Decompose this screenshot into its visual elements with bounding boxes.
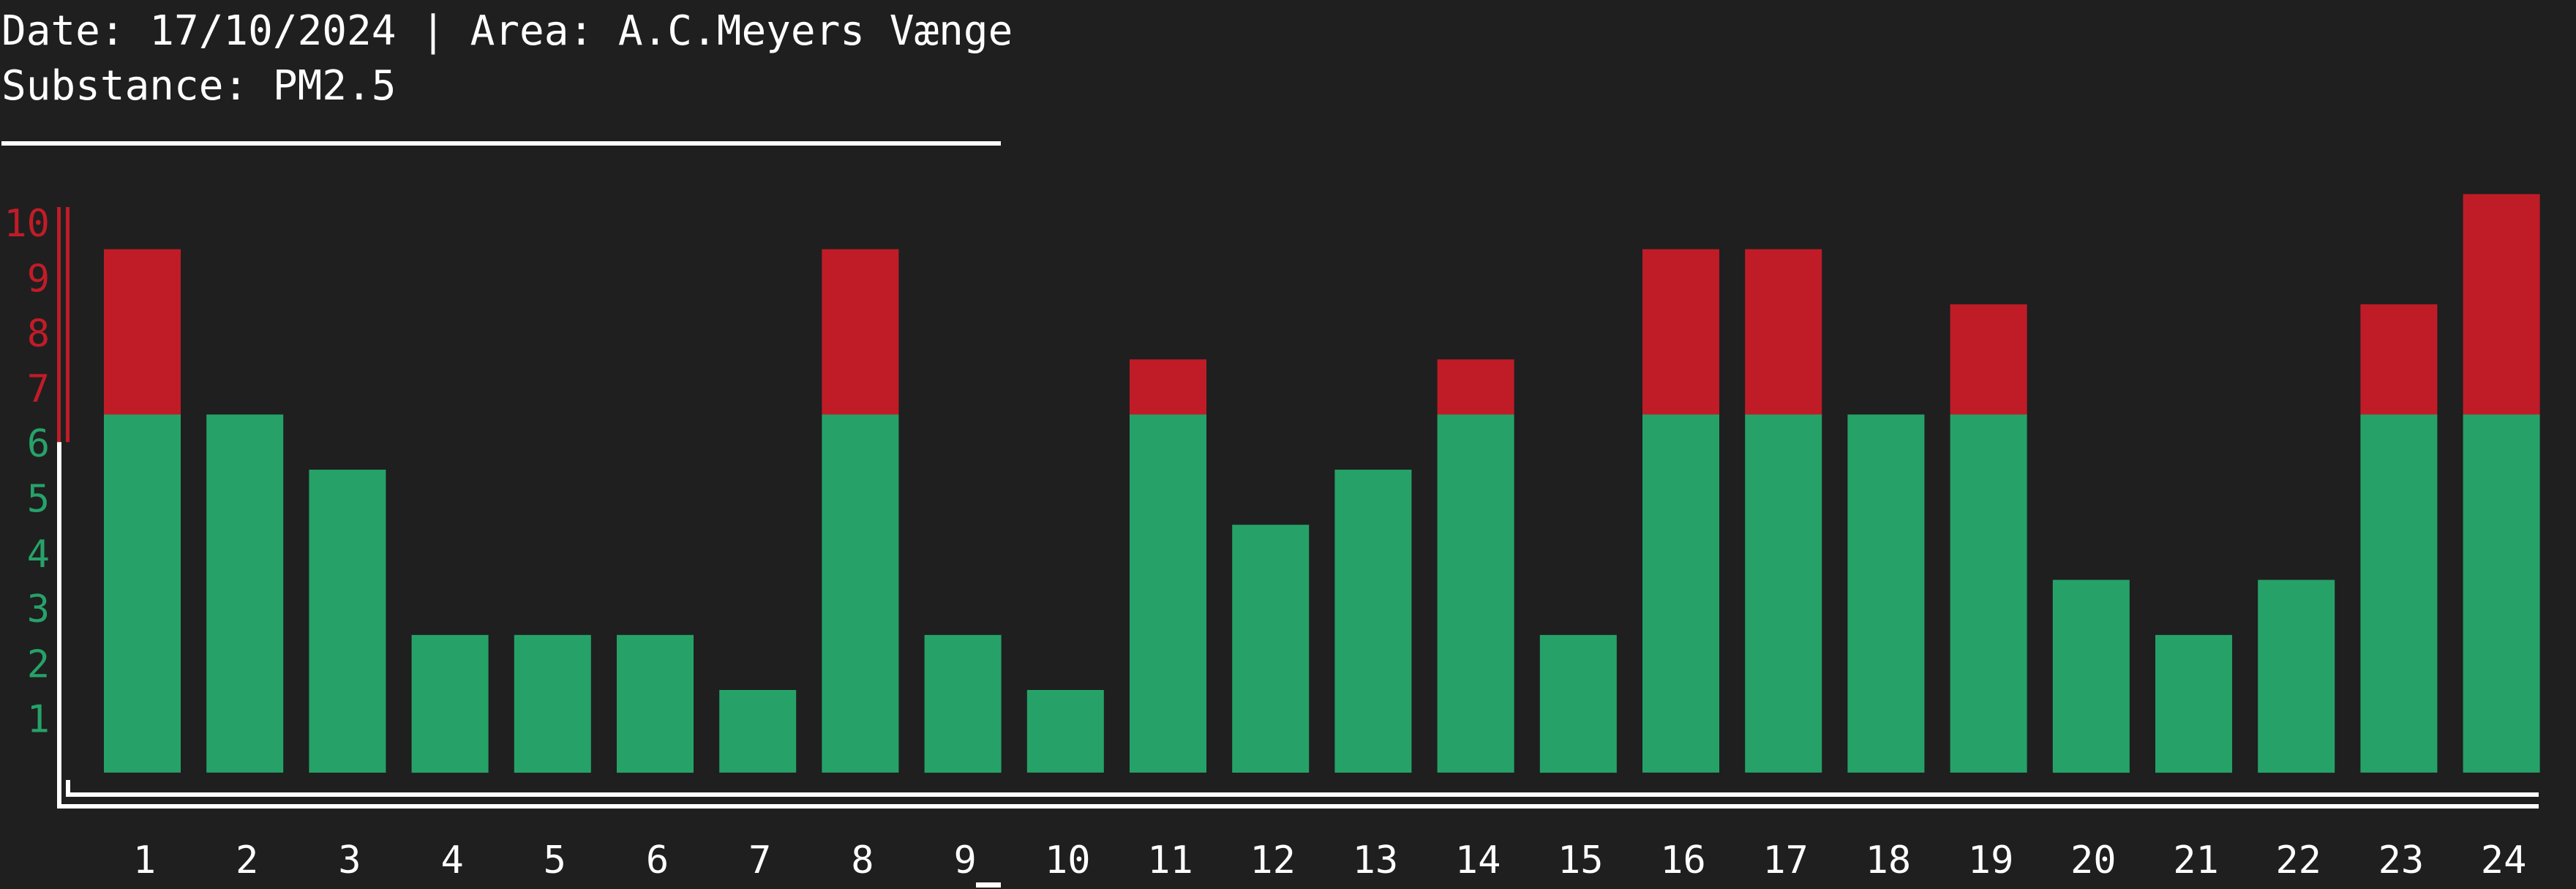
bar-exceed-segment: [1950, 304, 2027, 415]
bar-safe-segment: [1642, 414, 1719, 773]
bar-safe-segment: [1232, 525, 1310, 773]
bar-exceed-segment: [1745, 249, 1822, 415]
substance-line: Substance: PM2.5: [1, 62, 397, 110]
x-tick-label: 14: [1455, 839, 1501, 882]
x-tick-label: 16: [1660, 839, 1706, 882]
x-tick-label: 7: [748, 839, 771, 882]
bar-safe-segment: [719, 690, 797, 773]
x-tick-label: 20: [2070, 839, 2117, 882]
y-tick-label: 5: [27, 478, 50, 522]
bar-safe-segment: [104, 414, 181, 773]
bar-safe-segment: [2360, 414, 2438, 773]
date-area-line: Date: 17/10/2024 | Area: A.C.Meyers Væng…: [1, 7, 1013, 55]
y-tick-labels: 1 2 3 4 5 6 7 8 9 10: [4, 202, 50, 742]
bar-safe-segment: [822, 414, 899, 773]
bar-safe-segment: [1539, 634, 1617, 773]
x-tick-label: 22: [2275, 839, 2321, 882]
y-tick-label: 2: [27, 642, 50, 686]
x-tick-label: 4: [440, 839, 463, 882]
x-tick-label: 24: [2481, 839, 2527, 882]
bar-safe-segment: [206, 414, 284, 773]
y-tick-label: 3: [27, 588, 50, 631]
bar-safe-segment: [1334, 469, 1412, 773]
x-tick-label: 23: [2378, 839, 2425, 882]
x-tick-label: 8: [851, 839, 874, 882]
bar-safe-segment: [1026, 690, 1104, 773]
bar-safe-segment: [514, 634, 591, 773]
x-tick-label: 21: [2173, 839, 2219, 882]
y-axis-exceed-segment: [57, 207, 61, 443]
bar-safe-segment: [1130, 414, 1206, 773]
x-tick-label: 1: [133, 839, 156, 882]
bar-safe-segment: [1847, 414, 1925, 773]
y-tick-label: 10: [4, 202, 50, 246]
x-tick-label: 5: [544, 839, 566, 882]
bar-safe-segment: [309, 469, 386, 773]
bar-exceed-segment: [822, 249, 899, 415]
x-tick-label: 12: [1250, 839, 1296, 882]
bar-exceed-segment: [1130, 359, 1206, 415]
hour-cursor: [976, 882, 1001, 888]
bar-safe-segment: [1950, 414, 2027, 773]
bar-safe-segment: [2155, 634, 2232, 773]
bar-exceed-segment: [1437, 359, 1514, 415]
y-tick-label: 7: [27, 367, 50, 411]
x-tick-label: 13: [1353, 839, 1399, 882]
bar-exceed-segment: [1642, 249, 1719, 415]
bar-safe-segment: [924, 634, 1002, 773]
x-tick-label: 11: [1147, 839, 1193, 882]
y-tick-label: 6: [27, 422, 50, 466]
bar-safe-segment: [1745, 414, 1822, 773]
x-tick-label: 3: [338, 839, 361, 882]
x-tick-label: 17: [1762, 839, 1809, 882]
bar-exceed-segment: [2360, 304, 2438, 415]
y-tick-label: 4: [27, 533, 50, 577]
x-tick-label: 10: [1045, 839, 1091, 882]
axis-layer: [57, 207, 2539, 809]
bar-safe-segment: [411, 634, 489, 773]
x-tick-label: 15: [1558, 839, 1604, 882]
x-tick-labels: 1 2 3 4 5 6 7 8 9 10 11 12 13 14 15 16 17 18 19 20 21 22 23 24: [133, 839, 2527, 882]
x-axis-outer-line: [57, 442, 2539, 809]
bar-safe-segment: [617, 634, 694, 773]
bar-safe-segment: [2258, 579, 2335, 773]
x-tick-label: 9: [953, 839, 976, 882]
bar-exceed-segment: [104, 249, 181, 415]
x-tick-label: 6: [646, 839, 669, 882]
x-tick-label: 19: [1968, 839, 2014, 882]
y-tick-label: 1: [27, 698, 50, 742]
bar-exceed-segment: [2463, 194, 2540, 415]
header-divider: [1, 141, 1001, 146]
x-tick-label: 2: [236, 839, 258, 882]
bar-safe-segment: [2052, 579, 2130, 773]
y-tick-label: 9: [27, 257, 50, 301]
y-axis-exceed-segment: [66, 207, 70, 443]
bars-layer: [104, 194, 2540, 773]
bar-safe-segment: [1437, 414, 1514, 773]
y-tick-label: 8: [27, 312, 50, 356]
x-tick-label: 18: [1866, 839, 1912, 882]
bar-safe-segment: [2463, 414, 2540, 773]
x-axis-inner-line: [66, 780, 2539, 797]
